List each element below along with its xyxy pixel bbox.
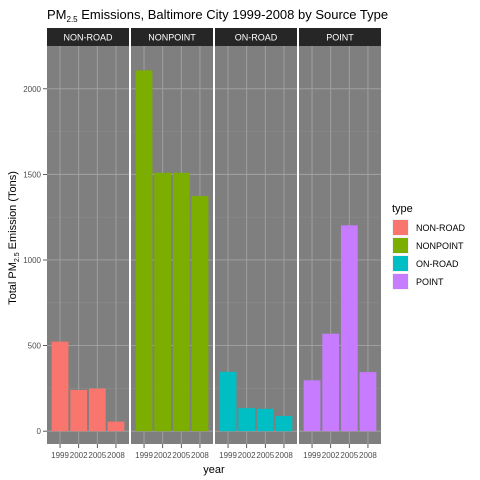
bar <box>70 389 88 432</box>
legend: type NON-ROAD NONPOINT ON-ROAD POINT <box>392 203 465 290</box>
bar <box>340 225 358 432</box>
facet-panel: POINT 1999 2002 2005 2008 <box>299 28 381 460</box>
y-tick-label: 500 <box>28 342 42 351</box>
facet-strip-label: ON-ROAD <box>235 33 278 43</box>
bar <box>275 416 293 432</box>
y-axis-label-subscript: 2.5 <box>14 252 21 262</box>
legend-swatch <box>393 256 408 271</box>
chart-title-main: PM <box>47 7 67 22</box>
x-tick-label: 1999 <box>219 451 237 460</box>
chart-title-rest: Emissions, Baltimore City 1999-2008 by S… <box>78 7 388 22</box>
legend-entry-label: NONPOINT <box>416 241 464 251</box>
y-tick-label: 0 <box>37 427 42 436</box>
x-tick-label: 1999 <box>303 451 321 460</box>
bar <box>51 341 69 432</box>
facet-strip-label: POINT <box>326 33 354 43</box>
chart-title-subscript: 2.5 <box>67 15 79 24</box>
bar <box>256 408 274 432</box>
legend-swatch <box>393 274 408 289</box>
bar <box>154 172 172 432</box>
bar <box>303 380 321 432</box>
x-tick-label: 1999 <box>135 451 153 460</box>
y-axis-label: Total PM2.5 Emission (Tons) <box>7 171 21 305</box>
legend-swatch <box>393 220 408 235</box>
y-tick-label: 2000 <box>23 85 41 94</box>
legend-entry-label: POINT <box>416 277 444 287</box>
y-axis-label-post: Emission (Tons) <box>7 171 19 252</box>
x-tick-label: 2008 <box>107 451 125 460</box>
chart-title: PM2.5 Emissions, Baltimore City 1999-200… <box>47 7 388 24</box>
x-tick-label: 2002 <box>154 451 172 460</box>
facet-strip-label: NONPOINT <box>148 33 196 43</box>
bar <box>219 371 237 432</box>
bar <box>107 421 125 432</box>
x-tick-label: 2005 <box>340 451 358 460</box>
y-tick-label: 1500 <box>23 170 41 179</box>
bar <box>135 70 153 432</box>
x-axis-label: year <box>203 464 225 476</box>
x-tick-label: 2005 <box>172 451 190 460</box>
bar <box>172 172 190 432</box>
x-tick-label: 2002 <box>238 451 256 460</box>
y-tick-label: 1000 <box>23 256 41 265</box>
y-axis-label-pre: Total PM <box>7 262 19 305</box>
x-tick-label: 1999 <box>51 451 69 460</box>
x-tick-label: 2005 <box>256 451 274 460</box>
x-tick-label: 2002 <box>322 451 340 460</box>
x-tick-label: 2008 <box>359 451 377 460</box>
bar <box>191 196 209 432</box>
x-tick-label: 2008 <box>275 451 293 460</box>
bar <box>359 372 377 432</box>
legend-entry-label: ON-ROAD <box>416 259 459 269</box>
bar <box>88 388 106 432</box>
facet-panel: NON-ROAD 1999 2002 2005 2008 <box>47 28 129 460</box>
facet-strip <box>47 28 129 46</box>
legend-swatch <box>393 238 408 253</box>
facet-panel: ON-ROAD 1999 2002 2005 2008 <box>215 28 297 460</box>
legend-entry-label: NON-ROAD <box>416 223 465 233</box>
facet-strip <box>215 28 297 46</box>
facet-strip-label: NON-ROAD <box>64 33 113 43</box>
x-tick-label: 2005 <box>88 451 106 460</box>
y-axis: 0 500 1000 1500 2000 <box>23 85 47 436</box>
x-tick-label: 2002 <box>70 451 88 460</box>
facet-strip <box>299 28 381 46</box>
bar <box>322 333 340 432</box>
facet-strip <box>131 28 213 46</box>
bar <box>238 408 256 432</box>
facet-panel: NONPOINT 1999 2002 2005 2008 <box>131 28 213 460</box>
x-tick-label: 2008 <box>191 451 209 460</box>
legend-title: type <box>392 203 413 215</box>
